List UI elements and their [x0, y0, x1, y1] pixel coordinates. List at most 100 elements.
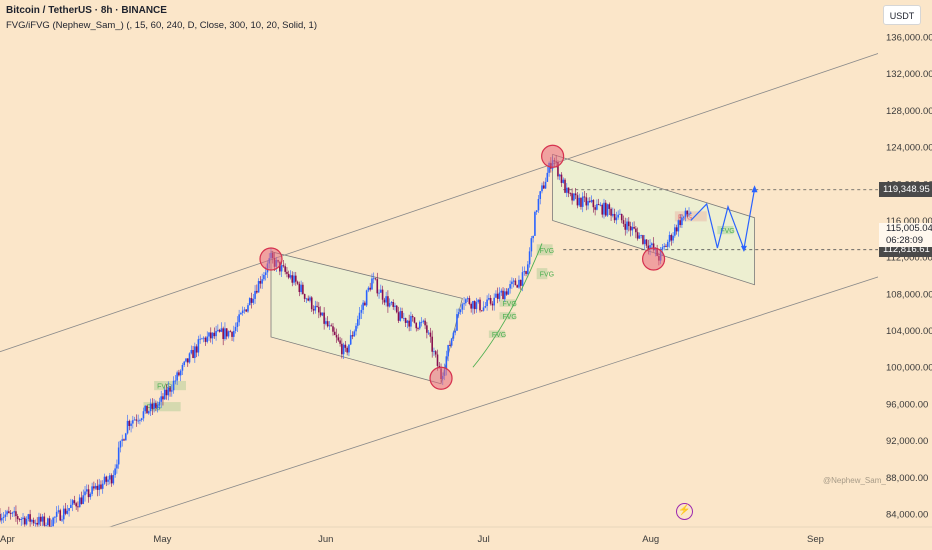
- candle-body: [236, 322, 239, 327]
- candle: [318, 302, 320, 319]
- candle-body: [589, 200, 591, 202]
- candle-body: [158, 401, 161, 406]
- candle: [353, 329, 356, 337]
- candle-body: [583, 196, 586, 198]
- candle: [604, 200, 607, 217]
- candle-body: [617, 214, 619, 218]
- candle-body: [254, 290, 256, 299]
- candle-body: [25, 518, 28, 525]
- candle: [397, 306, 400, 323]
- candle: [617, 210, 619, 220]
- candle: [27, 513, 30, 522]
- candle-body: [541, 185, 543, 192]
- price-tick-label: 128,000.00: [886, 106, 932, 117]
- candle: [383, 297, 386, 306]
- candle: [355, 323, 357, 336]
- candle-body: [624, 223, 627, 230]
- price-label-upper: 119,348.95: [879, 182, 932, 198]
- symbol-title[interactable]: Bitcoin / TetherUS · 8h · BINANCE: [6, 5, 167, 16]
- candle-body: [376, 279, 379, 294]
- candle-body: [183, 361, 186, 366]
- candle: [171, 384, 173, 397]
- candle: [302, 282, 304, 295]
- currency-button[interactable]: USDT: [883, 5, 921, 25]
- candle-body: [27, 514, 30, 519]
- candle-body: [415, 322, 418, 329]
- candle-body: [105, 476, 108, 482]
- candle-body: [18, 519, 21, 520]
- candle-body: [495, 293, 497, 298]
- candle-body: [346, 347, 348, 353]
- candle: [376, 272, 379, 297]
- candle: [87, 484, 90, 503]
- candle: [183, 360, 186, 367]
- lightning-icon[interactable]: ⚡: [676, 503, 693, 520]
- candle: [472, 300, 474, 315]
- candle: [410, 311, 412, 331]
- time-axis[interactable]: Apr May Jun Jul Aug Sep: [0, 526, 932, 550]
- candle: [642, 234, 644, 246]
- candle: [684, 207, 687, 222]
- candle-body: [498, 292, 501, 299]
- price-tick-label: 116,000.00: [886, 216, 932, 227]
- candle-body: [124, 433, 127, 441]
- candle: [0, 513, 3, 524]
- candle: [516, 284, 519, 288]
- candle: [369, 282, 371, 292]
- candle: [286, 267, 288, 278]
- candle: [316, 301, 318, 308]
- candle: [608, 202, 611, 215]
- candle: [633, 221, 635, 230]
- candle-body: [43, 516, 46, 526]
- candle-body: [344, 344, 347, 348]
- projection-arrow-down-icon: [740, 245, 747, 252]
- candle-body: [197, 339, 200, 353]
- price-axis[interactable]: 84,000.00 88,000.00 92,000.00 96,000.00 100,…: [878, 0, 932, 550]
- candle: [119, 440, 122, 453]
- candle: [73, 495, 76, 505]
- candle: [364, 300, 366, 306]
- candle-body: [642, 235, 644, 244]
- candle: [169, 385, 171, 397]
- candle-body: [496, 293, 499, 299]
- candle-body: [459, 309, 462, 313]
- candle-body: [479, 299, 481, 311]
- candle-body: [502, 290, 504, 300]
- indicator-label[interactable]: FVG/iFVG (Nephew_Sam_) (, 15, 60, 240, D…: [6, 20, 318, 31]
- candle-body: [387, 296, 389, 307]
- candle: [330, 323, 333, 327]
- candle-body: [516, 285, 519, 288]
- candle: [117, 441, 120, 469]
- candle-body: [91, 486, 93, 494]
- candle-body: [629, 226, 632, 231]
- candle-body: [509, 284, 511, 289]
- candle: [188, 352, 191, 364]
- candle-body: [326, 321, 329, 327]
- price-tick-label: 104,000.00: [886, 326, 932, 337]
- candle: [62, 505, 65, 524]
- candle: [502, 287, 504, 300]
- candle: [546, 166, 549, 182]
- candle-body: [470, 303, 472, 309]
- candle: [107, 475, 109, 486]
- candle: [507, 287, 510, 295]
- candle-body: [257, 281, 260, 293]
- fvg-label-2: FVG: [492, 332, 506, 339]
- candle: [254, 285, 256, 305]
- candle-body: [2, 516, 5, 519]
- candle-body: [567, 187, 570, 194]
- candle: [174, 374, 177, 385]
- candle-body: [128, 420, 131, 426]
- author-watermark: @Nephew_Sam_: [823, 476, 886, 485]
- pivot-circle-3: [641, 247, 666, 271]
- candle-body: [638, 235, 641, 239]
- candle-body: [580, 197, 582, 207]
- time-tick-label: Jul: [478, 534, 490, 545]
- candle: [204, 336, 207, 346]
- candle-body: [325, 321, 327, 324]
- candle-body: [404, 318, 407, 323]
- candle: [112, 470, 115, 486]
- candle-body: [66, 510, 69, 514]
- candle-body: [116, 464, 118, 469]
